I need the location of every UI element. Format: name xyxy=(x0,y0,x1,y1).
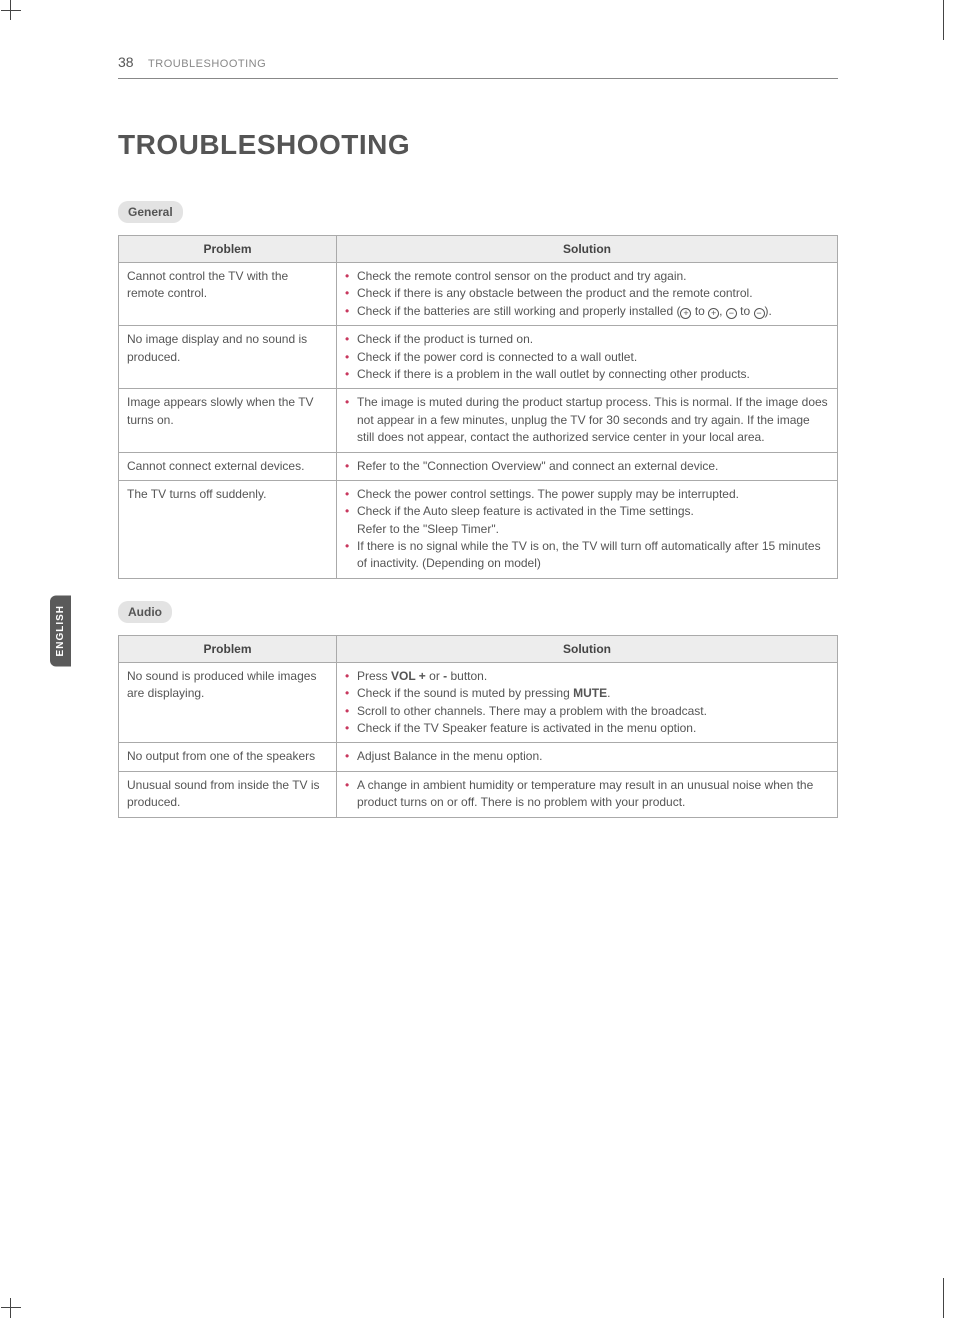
table-row: No image display and no sound is produce… xyxy=(119,326,838,389)
solution-item: The image is muted during the product st… xyxy=(345,394,829,446)
problem-cell: Cannot connect external devices. xyxy=(119,452,337,480)
solution-item: Scroll to other channels. There may a pr… xyxy=(345,703,829,720)
solution-item: Check if the power cord is connected to … xyxy=(345,349,829,366)
col-solution: Solution xyxy=(337,236,838,263)
general-table: Problem Solution Cannot control the TV w… xyxy=(118,235,838,579)
solution-cell: Adjust Balance in the menu option. xyxy=(337,743,838,771)
solution-item: Check if the Auto sleep feature is activ… xyxy=(345,503,829,538)
audio-table: Problem Solution No sound is produced wh… xyxy=(118,635,838,818)
solution-item: Press VOL + or - button. xyxy=(345,668,829,685)
table-row: Unusual sound from inside the TV is prod… xyxy=(119,771,838,817)
solution-item: Check if the product is turned on. xyxy=(345,331,829,348)
table-row: No output from one of the speakers Adjust… xyxy=(119,743,838,771)
table-row: No sound is produced while images are di… xyxy=(119,662,838,743)
audio-tbody: No sound is produced while images are di… xyxy=(119,662,838,817)
problem-cell: No sound is produced while images are di… xyxy=(119,662,337,743)
crop-mark-bl xyxy=(10,1298,30,1318)
page-content: 38 TROUBLESHOOTING TROUBLESHOOTING Gener… xyxy=(118,54,838,840)
header-label: TROUBLESHOOTING xyxy=(148,58,266,70)
table-row: The TV turns off suddenly. Check the powe… xyxy=(119,480,838,578)
problem-cell: Image appears slowly when the TV turns o… xyxy=(119,389,337,452)
problem-cell: Unusual sound from inside the TV is prod… xyxy=(119,771,337,817)
solution-cell: A change in ambient humidity or temperat… xyxy=(337,771,838,817)
solution-item: Check if the batteries are still working… xyxy=(345,303,829,320)
col-solution: Solution xyxy=(337,635,838,662)
solution-item: Refer to the "Connection Overview" and c… xyxy=(345,458,829,475)
table-row: Cannot connect external devices. Refer to… xyxy=(119,452,838,480)
problem-cell: Cannot control the TV with the remote co… xyxy=(119,263,337,326)
page-title: TROUBLESHOOTING xyxy=(118,129,838,161)
solution-item: Check if the TV Speaker feature is activ… xyxy=(345,720,829,737)
solution-item: Check if the sound is muted by pressing … xyxy=(345,685,829,702)
solution-item: Check if there is any obstacle between t… xyxy=(345,285,829,302)
solution-cell: Refer to the "Connection Overview" and c… xyxy=(337,452,838,480)
solution-cell: The image is muted during the product st… xyxy=(337,389,838,452)
section-badge-general: General xyxy=(118,201,183,223)
solution-cell: Check the remote control sensor on the p… xyxy=(337,263,838,326)
table-row: Image appears slowly when the TV turns o… xyxy=(119,389,838,452)
solution-cell: Press VOL + or - button.Check if the sou… xyxy=(337,662,838,743)
crop-mark-tl xyxy=(10,0,30,20)
problem-cell: No image display and no sound is produce… xyxy=(119,326,337,389)
col-problem: Problem xyxy=(119,635,337,662)
page-number: 38 xyxy=(118,54,134,70)
solution-item: If there is no signal while the TV is on… xyxy=(345,538,829,573)
section-badge-audio: Audio xyxy=(118,601,172,623)
running-header: 38 TROUBLESHOOTING xyxy=(118,54,838,79)
problem-cell: No output from one of the speakers xyxy=(119,743,337,771)
table-row: Cannot control the TV with the remote co… xyxy=(119,263,838,326)
solution-item: Check the remote control sensor on the p… xyxy=(345,268,829,285)
solution-cell: Check the power control settings. The po… xyxy=(337,480,838,578)
solution-item: Check the power control settings. The po… xyxy=(345,486,829,503)
crop-mark-tr xyxy=(943,0,944,40)
language-tab: ENGLISH xyxy=(50,595,71,666)
solution-cell: Check if the product is turned on.Check … xyxy=(337,326,838,389)
solution-item: Check if there is a problem in the wall … xyxy=(345,366,829,383)
problem-cell: The TV turns off suddenly. xyxy=(119,480,337,578)
crop-mark-br xyxy=(943,1278,944,1318)
col-problem: Problem xyxy=(119,236,337,263)
general-tbody: Cannot control the TV with the remote co… xyxy=(119,263,838,579)
solution-item: Adjust Balance in the menu option. xyxy=(345,748,829,765)
solution-item: A change in ambient humidity or temperat… xyxy=(345,777,829,812)
